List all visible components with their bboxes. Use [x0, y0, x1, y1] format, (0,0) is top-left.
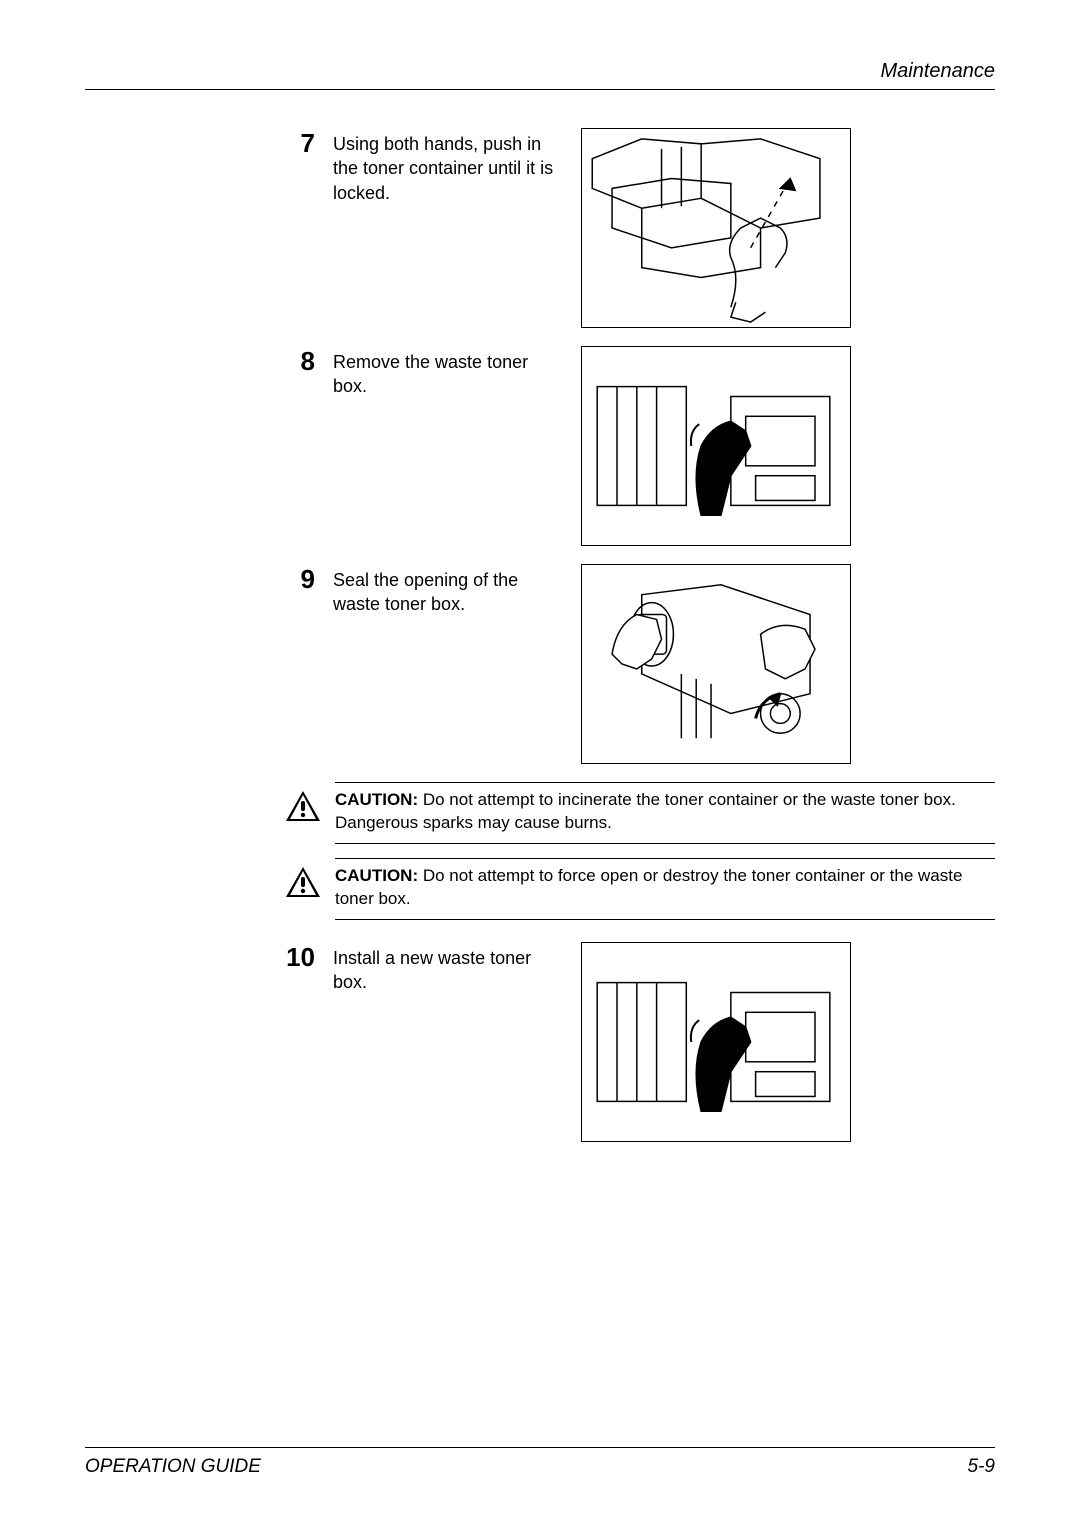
- header-rule: Maintenance: [85, 60, 995, 90]
- section-title: Maintenance: [85, 60, 995, 83]
- step-text: Remove the waste toner box.: [333, 346, 563, 399]
- step-10-illustration: [581, 942, 851, 1142]
- step-text: Using both hands, push in the toner cont…: [333, 128, 563, 205]
- step-10: 10 Install a new waste toner box.: [285, 942, 995, 1142]
- caution-icon: [285, 790, 321, 822]
- step-body: Using both hands, push in the toner cont…: [333, 128, 995, 328]
- step-number: 8: [285, 346, 333, 377]
- step-9: 9 Seal the opening of the waste toner bo…: [285, 564, 995, 764]
- caution-icon: [285, 866, 321, 898]
- step-9-illustration: [581, 564, 851, 764]
- footer-left: OPERATION GUIDE: [85, 1456, 261, 1478]
- step-text: Install a new waste toner box.: [333, 942, 563, 995]
- step-number: 9: [285, 564, 333, 595]
- step-body: Remove the waste toner box.: [333, 346, 995, 546]
- step-7-illustration: [581, 128, 851, 328]
- caution-label: CAUTION:: [335, 866, 418, 885]
- step-number: 10: [285, 942, 333, 973]
- step-text: Seal the opening of the waste toner box.: [333, 564, 563, 617]
- page: Maintenance 7 Using both hands, push in …: [0, 0, 1080, 1528]
- step-8: 8 Remove the waste toner box.: [285, 346, 995, 546]
- caution-text: CAUTION: Do not attempt to incinerate th…: [335, 782, 995, 844]
- step-8-illustration: [581, 346, 851, 546]
- caution-2: CAUTION: Do not attempt to force open or…: [285, 858, 995, 920]
- footer: OPERATION GUIDE 5-9: [85, 1447, 995, 1478]
- caution-label: CAUTION:: [335, 790, 418, 809]
- footer-right: 5-9: [968, 1456, 995, 1478]
- step-body: Install a new waste toner box.: [333, 942, 995, 1142]
- caution-body: Do not attempt to force open or destroy …: [335, 866, 962, 908]
- step-7: 7 Using both hands, push in the toner co…: [285, 128, 995, 328]
- step-body: Seal the opening of the waste toner box.: [333, 564, 995, 764]
- content-area: 7 Using both hands, push in the toner co…: [85, 128, 995, 1142]
- caution-body: Do not attempt to incinerate the toner c…: [335, 790, 956, 832]
- caution-text: CAUTION: Do not attempt to force open or…: [335, 858, 995, 920]
- step-number: 7: [285, 128, 333, 159]
- caution-1: CAUTION: Do not attempt to incinerate th…: [285, 782, 995, 844]
